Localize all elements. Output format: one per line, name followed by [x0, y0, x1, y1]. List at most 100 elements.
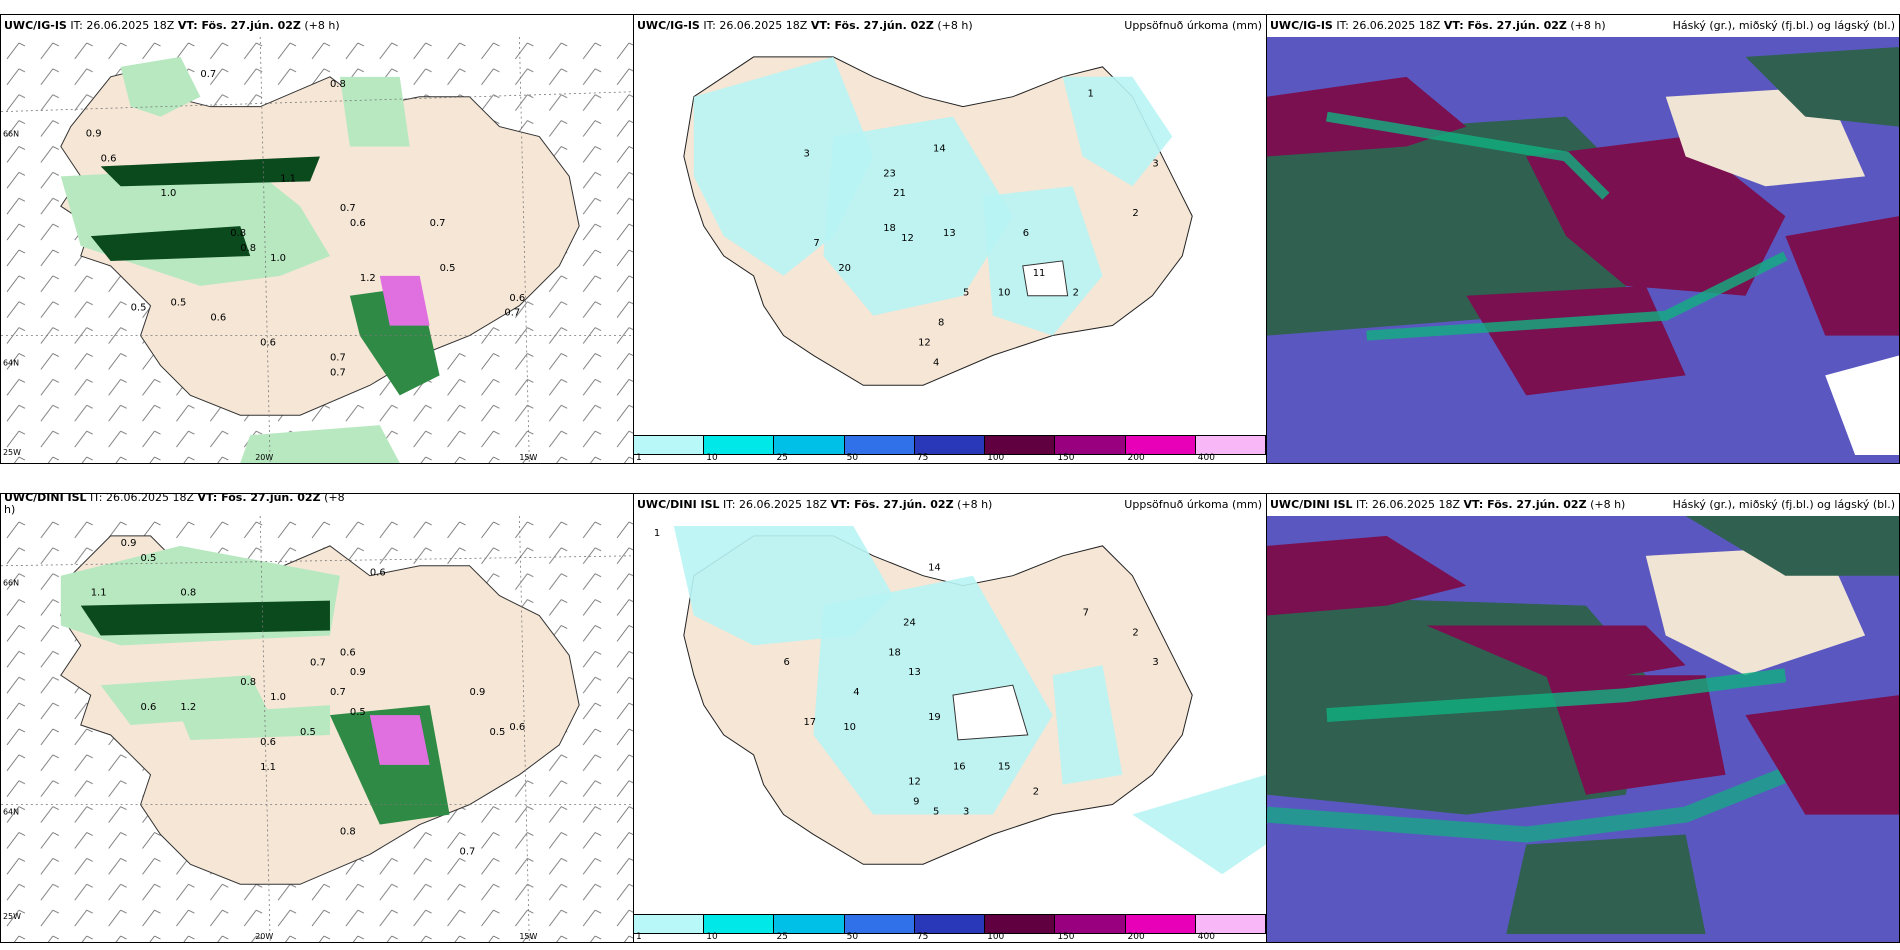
colorbar-swatch — [634, 436, 705, 454]
init-time: IT: 26.06.2025 18Z — [1336, 19, 1441, 32]
map-svg: 24 18 13 17 19 16 15 12 10 14 9 5 3 4 6 … — [634, 516, 1266, 914]
lead-time: (+8 h) — [957, 498, 993, 511]
init-time: IT: 26.06.2025 18Z — [703, 19, 808, 32]
value-label: 1.2 — [360, 273, 376, 284]
map-wind-precip[interactable]: 0.7 0.8 0.9 0.6 1.1 0.7 0.5 0.5 1.0 0.8 … — [1, 37, 633, 463]
value-label: 0.8 — [240, 677, 256, 688]
colorbar-swatch — [914, 436, 986, 454]
value-label: 1.1 — [280, 173, 296, 184]
colorbar: 1 10 25 50 75 100 150 200 400 — [634, 914, 1266, 942]
value-label: 0.6 — [350, 218, 366, 229]
lead-time: (+8 h) — [1590, 498, 1626, 511]
valid-time: VT: Fös. 27.jún. 02Z — [1443, 19, 1567, 32]
panel-header: UWC/DINI ISL IT: 26.06.2025 18Z VT: Fös.… — [1, 493, 633, 518]
colorbar-swatch — [1125, 915, 1196, 933]
map-clouds[interactable] — [1267, 37, 1899, 463]
colorbar-swatch — [704, 436, 775, 454]
value-label: 11 — [1033, 268, 1046, 279]
precip-values: 23 21 18 12 13 20 14 10 8 12 3 5 4 6 7 2… — [803, 89, 1158, 369]
value-label: 12 — [908, 777, 921, 788]
value-label: 15 — [998, 762, 1011, 773]
value-label: 0.6 — [260, 338, 276, 349]
model-name: UWC/IG-IS — [4, 19, 67, 32]
lead-time: (+8 h) — [1570, 19, 1606, 32]
value-label: 0.6 — [210, 313, 226, 324]
value-label: 3 — [1152, 657, 1158, 668]
panel-dini-clouds: UWC/DINI ISL IT: 26.06.2025 18Z VT: Fös.… — [1266, 493, 1900, 943]
colorbar-swatch — [1055, 436, 1126, 454]
value-label: 0.6 — [509, 722, 525, 733]
map-accum-precip[interactable]: 23 21 18 12 13 20 14 10 8 12 3 5 4 6 7 2… — [634, 37, 1266, 435]
value-label: 0.6 — [370, 568, 386, 579]
value-label: 5 — [933, 807, 939, 818]
value-label: 0.7 — [310, 657, 326, 668]
value-label: 4 — [933, 357, 939, 368]
lon-label: 20W — [255, 453, 273, 462]
map-svg — [1267, 516, 1899, 942]
lon-label: 15W — [519, 453, 537, 462]
value-label: 0.9 — [470, 687, 486, 698]
value-label: 0.8 — [240, 243, 256, 254]
value-label: 0.6 — [260, 737, 276, 748]
value-label: 8 — [938, 318, 944, 329]
value-label: 13 — [943, 228, 956, 239]
colorbar-swatch — [1195, 915, 1266, 933]
lat-label: 66N — [3, 579, 19, 588]
colorbar-swatch — [1055, 915, 1126, 933]
lead-time-cont: h) — [4, 503, 16, 516]
colorbar-swatch — [914, 915, 986, 933]
value-label: 1.0 — [160, 188, 176, 199]
lat-label: 25W — [3, 448, 21, 457]
panel-header: UWC/IG-IS IT: 26.06.2025 18Z VT: Fös. 27… — [634, 15, 1266, 37]
colorbar-swatch — [985, 915, 1056, 933]
field-title: Háský (gr.), miðský (fj.bl.) og lágský (… — [1672, 19, 1895, 32]
value-label: 2 — [1073, 288, 1079, 299]
value-label: 20 — [838, 263, 851, 274]
value-label: 0.6 — [101, 153, 117, 164]
value-label: 12 — [918, 337, 931, 348]
value-label: 0.5 — [489, 727, 505, 738]
value-label: 0.8 — [340, 827, 356, 838]
map-clouds[interactable] — [1267, 516, 1899, 942]
value-label: 0.7 — [330, 367, 346, 378]
colorbar: 1 10 25 50 75 100 150 200 400 — [634, 435, 1266, 463]
lon-label: 20W — [255, 932, 273, 941]
value-label: 3 — [803, 148, 809, 159]
value-label: 0.7 — [340, 203, 356, 214]
value-label: 7 — [1083, 608, 1089, 619]
panel-header: UWC/DINI ISL IT: 26.06.2025 18Z VT: Fös.… — [634, 494, 1266, 516]
lead-time: (+8 — [324, 493, 345, 504]
map-svg: 0.7 0.8 0.9 0.6 1.1 0.7 0.5 0.5 1.0 0.8 … — [1, 37, 633, 463]
value-label: 10 — [998, 288, 1011, 299]
value-label: 7 — [813, 238, 819, 249]
value-label: 0.9 — [350, 667, 366, 678]
field-title: Uppsöfnuð úrkoma (mm) — [1124, 498, 1262, 511]
panel-dini-accum-precip: UWC/DINI ISL IT: 26.06.2025 18Z VT: Fös.… — [633, 493, 1267, 943]
value-label: 4 — [853, 687, 859, 698]
value-label: 1 — [1088, 89, 1094, 100]
panel-ig-accum-precip: UWC/IG-IS IT: 26.06.2025 18Z VT: Fös. 27… — [633, 14, 1267, 464]
value-label: 2 — [1132, 208, 1138, 219]
value-label: 0.7 — [504, 308, 520, 319]
value-label: 18 — [883, 223, 896, 234]
value-label: 14 — [933, 143, 946, 154]
colorbar-swatch — [704, 915, 775, 933]
map-accum-precip[interactable]: 24 18 13 17 19 16 15 12 10 14 9 5 3 4 6 … — [634, 516, 1266, 914]
panel-ig-wind-precip: UWC/IG-IS IT: 26.06.2025 18Z VT: Fös. 27… — [0, 14, 634, 464]
colorbar-swatch — [1195, 436, 1266, 454]
value-label: 5 — [963, 288, 969, 299]
value-label: 0.5 — [131, 303, 147, 314]
value-label: 0.9 — [121, 538, 137, 549]
colorbar-swatch — [1125, 436, 1196, 454]
value-label: 0.7 — [430, 218, 446, 229]
map-wind-precip[interactable]: 0.9 0.5 1.1 0.8 0.6 0.7 1.2 0.6 0.9 0.5 … — [1, 516, 633, 942]
field-title: Uppsöfnuð úrkoma (mm) — [1124, 19, 1262, 32]
lead-time: (+8 h) — [937, 19, 973, 32]
lon-label: 15W — [519, 932, 537, 941]
value-label: 1.0 — [270, 253, 286, 264]
value-label: 18 — [888, 647, 901, 658]
map-svg: 23 21 18 12 13 20 14 10 8 12 3 5 4 6 7 2… — [634, 37, 1266, 435]
map-svg — [1267, 37, 1899, 463]
init-time: IT: 26.06.2025 18Z — [90, 493, 195, 504]
value-label: 1.0 — [270, 692, 286, 703]
